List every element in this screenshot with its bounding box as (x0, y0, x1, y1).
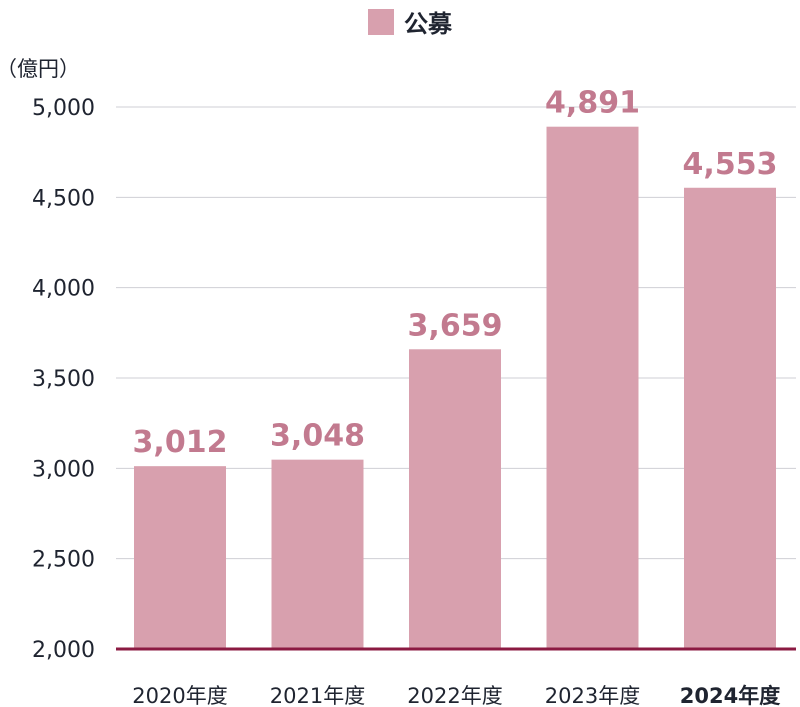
y-tick-label: 3,000 (32, 457, 95, 482)
bar (409, 349, 501, 649)
legend-swatch (368, 9, 394, 35)
data-label: 3,048 (270, 419, 365, 454)
y-axis-tick-labels: 2,000 2,500 3,000 3,500 4,000 4,500 5,000 (32, 96, 95, 663)
x-tick-label: 2020年度 (132, 684, 227, 707)
y-tick-label: 3,500 (32, 367, 95, 392)
bar (134, 466, 226, 649)
legend: 公募 (368, 9, 453, 38)
y-tick-label: 4,500 (32, 186, 95, 211)
data-label: 3,012 (133, 425, 228, 460)
y-tick-label: 4,000 (32, 277, 95, 302)
bar (272, 460, 364, 649)
x-tick-label: 2023年度 (545, 684, 640, 707)
data-label: 4,891 (545, 86, 640, 121)
bar (684, 188, 776, 649)
bars (134, 127, 776, 649)
x-tick-label: 2021年度 (270, 684, 365, 707)
x-axis-tick-labels: 2020年度 2021年度 2022年度 2023年度 2024年度 (132, 684, 780, 707)
y-tick-label: 2,500 (32, 548, 95, 573)
data-label: 3,659 (408, 308, 503, 343)
y-tick-label: 5,000 (32, 96, 95, 121)
x-tick-label: 2024年度 (680, 684, 780, 707)
bar (547, 127, 639, 649)
legend-label-koubo: 公募 (404, 10, 453, 38)
y-tick-label: 2,000 (32, 638, 95, 663)
x-tick-label: 2022年度 (407, 684, 502, 707)
data-label: 4,553 (683, 147, 778, 182)
y-axis-unit-label: （億円） (0, 57, 80, 81)
